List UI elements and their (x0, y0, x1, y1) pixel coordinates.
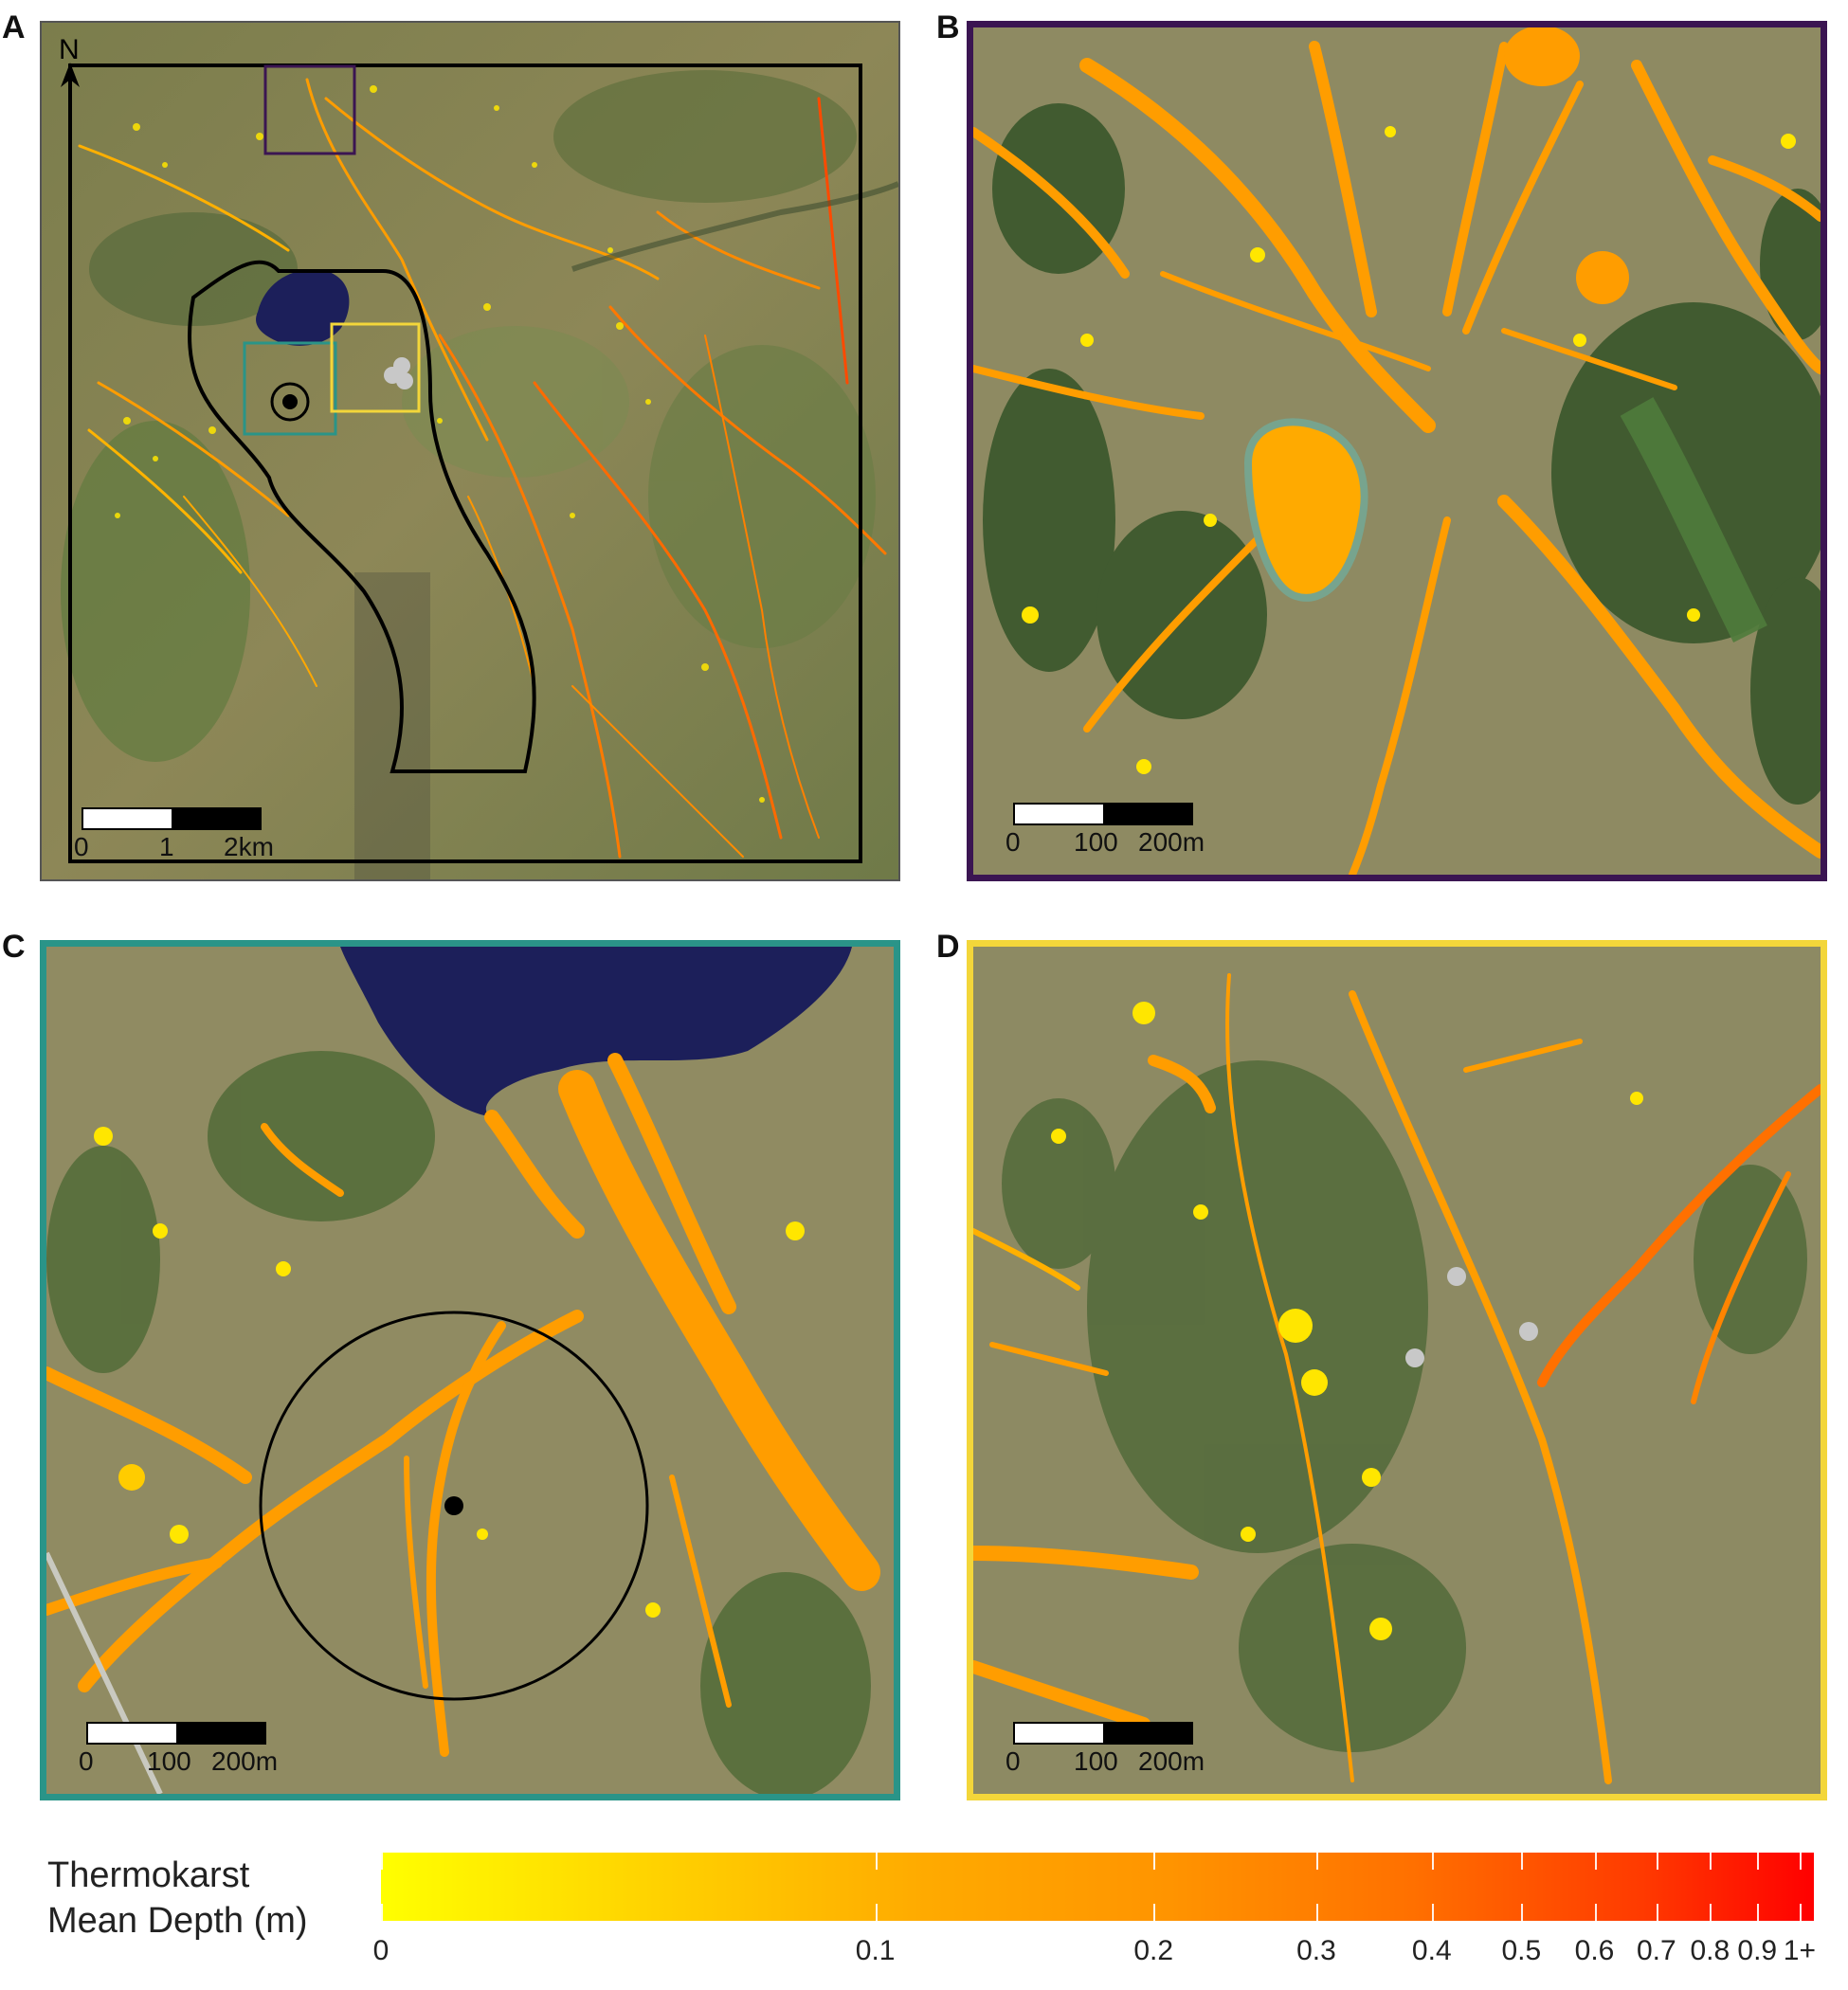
legend-tick-label: 0.4 (1411, 1935, 1452, 1966)
image-seam-strip (354, 572, 430, 879)
legend-tick-mark (875, 1904, 878, 1921)
legend-tick-label: 0.8 (1690, 1935, 1730, 1966)
grey-site-markers (384, 357, 413, 389)
orange-pond (1576, 251, 1629, 304)
inset-map-panel-d[interactable]: 0 100 200m (967, 940, 1827, 1800)
legend-tick-mark (1594, 1904, 1597, 1921)
scale-tick-1: 100 (1074, 1746, 1118, 1776)
inset-map-d-svg (973, 947, 1821, 1794)
legend-tick-mark (381, 1904, 383, 1921)
drained-pond (1243, 418, 1368, 602)
legend-tick-mark (1521, 1853, 1524, 1870)
scale-tick-2: 200m (1138, 1746, 1205, 1776)
legend-tick-label: 0.6 (1574, 1935, 1615, 1966)
scalebar-b: 0 100 200m (1006, 803, 1205, 858)
inset-map-c-svg (46, 947, 894, 1794)
scale-tick-0: 0 (79, 1746, 94, 1776)
thermokarst-drainage-lines (78, 78, 887, 859)
thermokarst-speckle (94, 1127, 805, 1618)
legend-tick-mark (1315, 1904, 1318, 1921)
legend-tick-mark (1757, 1904, 1760, 1921)
legend-tick-label: 0.2 (1133, 1935, 1174, 1966)
legend-tick-mark (1153, 1904, 1156, 1921)
thermokarst-channels (973, 973, 1821, 1784)
north-arrow-icon: N (59, 34, 80, 87)
thermokarst-speckle (1022, 126, 1796, 774)
scale-tick-2: 2km (224, 832, 274, 861)
legend-tick-mark (1315, 1853, 1318, 1870)
legend-title-line1: Thermokarst (47, 1855, 250, 1895)
scale-tick-0: 0 (74, 832, 89, 861)
legend-tick-mark (875, 1853, 878, 1870)
legend-tick-mark (1656, 1904, 1658, 1921)
inset-box-d[interactable] (330, 322, 421, 413)
legend-tick-mark (1431, 1853, 1434, 1870)
grey-site-markers (1405, 1267, 1538, 1367)
panel-letter-a: A (2, 9, 26, 45)
legend-title-line2: Mean Depth (m) (47, 1901, 308, 1941)
legend-tick-mark (1594, 1853, 1597, 1870)
inset-box-c[interactable] (243, 341, 337, 436)
lake (256, 269, 350, 346)
north-label: N (59, 34, 80, 65)
field-site-point (444, 1496, 463, 1515)
legend-tick-mark (1153, 1853, 1156, 1870)
legend-tick-label: 0 (372, 1935, 390, 1966)
panel-letter-d: D (936, 929, 960, 965)
overview-map-panel[interactable]: N 0 1 2km (40, 21, 900, 881)
legend-tick-label: 0.3 (1296, 1935, 1336, 1966)
legend-tick-label: 0.5 (1501, 1935, 1542, 1966)
scale-tick-2: 200m (211, 1746, 279, 1776)
legend-tick-label: 0.7 (1636, 1935, 1676, 1966)
scale-tick-1: 1 (159, 832, 174, 861)
legend-tick-mark (1710, 1904, 1712, 1921)
inset-map-panel-b[interactable]: 0 100 200m (967, 21, 1827, 881)
inset-box-b[interactable] (263, 64, 356, 155)
overview-map-svg: N (42, 23, 898, 879)
inset-map-b-svg (973, 27, 1821, 875)
scalebar-d: 0 100 200m (1006, 1722, 1205, 1777)
thermokarst-speckle (1051, 1002, 1643, 1640)
thermokarst-channels (46, 1053, 880, 1757)
legend-tick-mark (1710, 1853, 1712, 1870)
river-valley (571, 181, 898, 272)
scale-tick-1: 100 (147, 1746, 191, 1776)
lake (340, 947, 852, 1117)
scale-tick-0: 0 (1006, 827, 1021, 857)
forest-patches (1002, 1060, 1807, 1752)
legend-tick-mark (1799, 1904, 1802, 1921)
study-area-boundary (68, 63, 862, 863)
watershed-boundary (188, 260, 536, 773)
legend-title: Thermokarst Mean Depth (m) (47, 1853, 308, 1944)
legend-tick-mark (1757, 1853, 1760, 1870)
field-site-marker (270, 382, 310, 422)
legend-tick-label: 1+ (1783, 1935, 1816, 1966)
panel-letter-b: B (936, 9, 960, 45)
legend-tick-mark (1656, 1853, 1658, 1870)
inset-map-panel-c[interactable]: 0 100 200m (40, 940, 900, 1800)
legend-tick-label: 0.9 (1737, 1935, 1778, 1966)
legend-tick-mark (1521, 1904, 1524, 1921)
panel-letter-c: C (2, 929, 26, 965)
legend-tick-mark (1799, 1853, 1802, 1870)
wet-meadow (1620, 397, 1767, 642)
legend-tick-label: 0.1 (855, 1935, 896, 1966)
forest-patches (46, 1051, 871, 1794)
scalebar-a: 0 1 2km (74, 807, 274, 862)
scale-tick-1: 100 (1074, 827, 1118, 857)
legend-tick-mark (1431, 1904, 1434, 1921)
legend-tick-mark (381, 1853, 383, 1870)
sampling-radius (259, 1311, 649, 1701)
road (46, 1551, 163, 1794)
scalebar-c: 0 100 200m (79, 1722, 278, 1777)
scale-tick-0: 0 (1006, 1746, 1021, 1776)
orange-pond (1504, 27, 1580, 86)
thermokarst-speckle (115, 85, 765, 803)
scale-tick-2: 200m (1138, 827, 1205, 857)
legend-color-bar (381, 1853, 1814, 1921)
thermokarst-channels (973, 41, 1821, 875)
